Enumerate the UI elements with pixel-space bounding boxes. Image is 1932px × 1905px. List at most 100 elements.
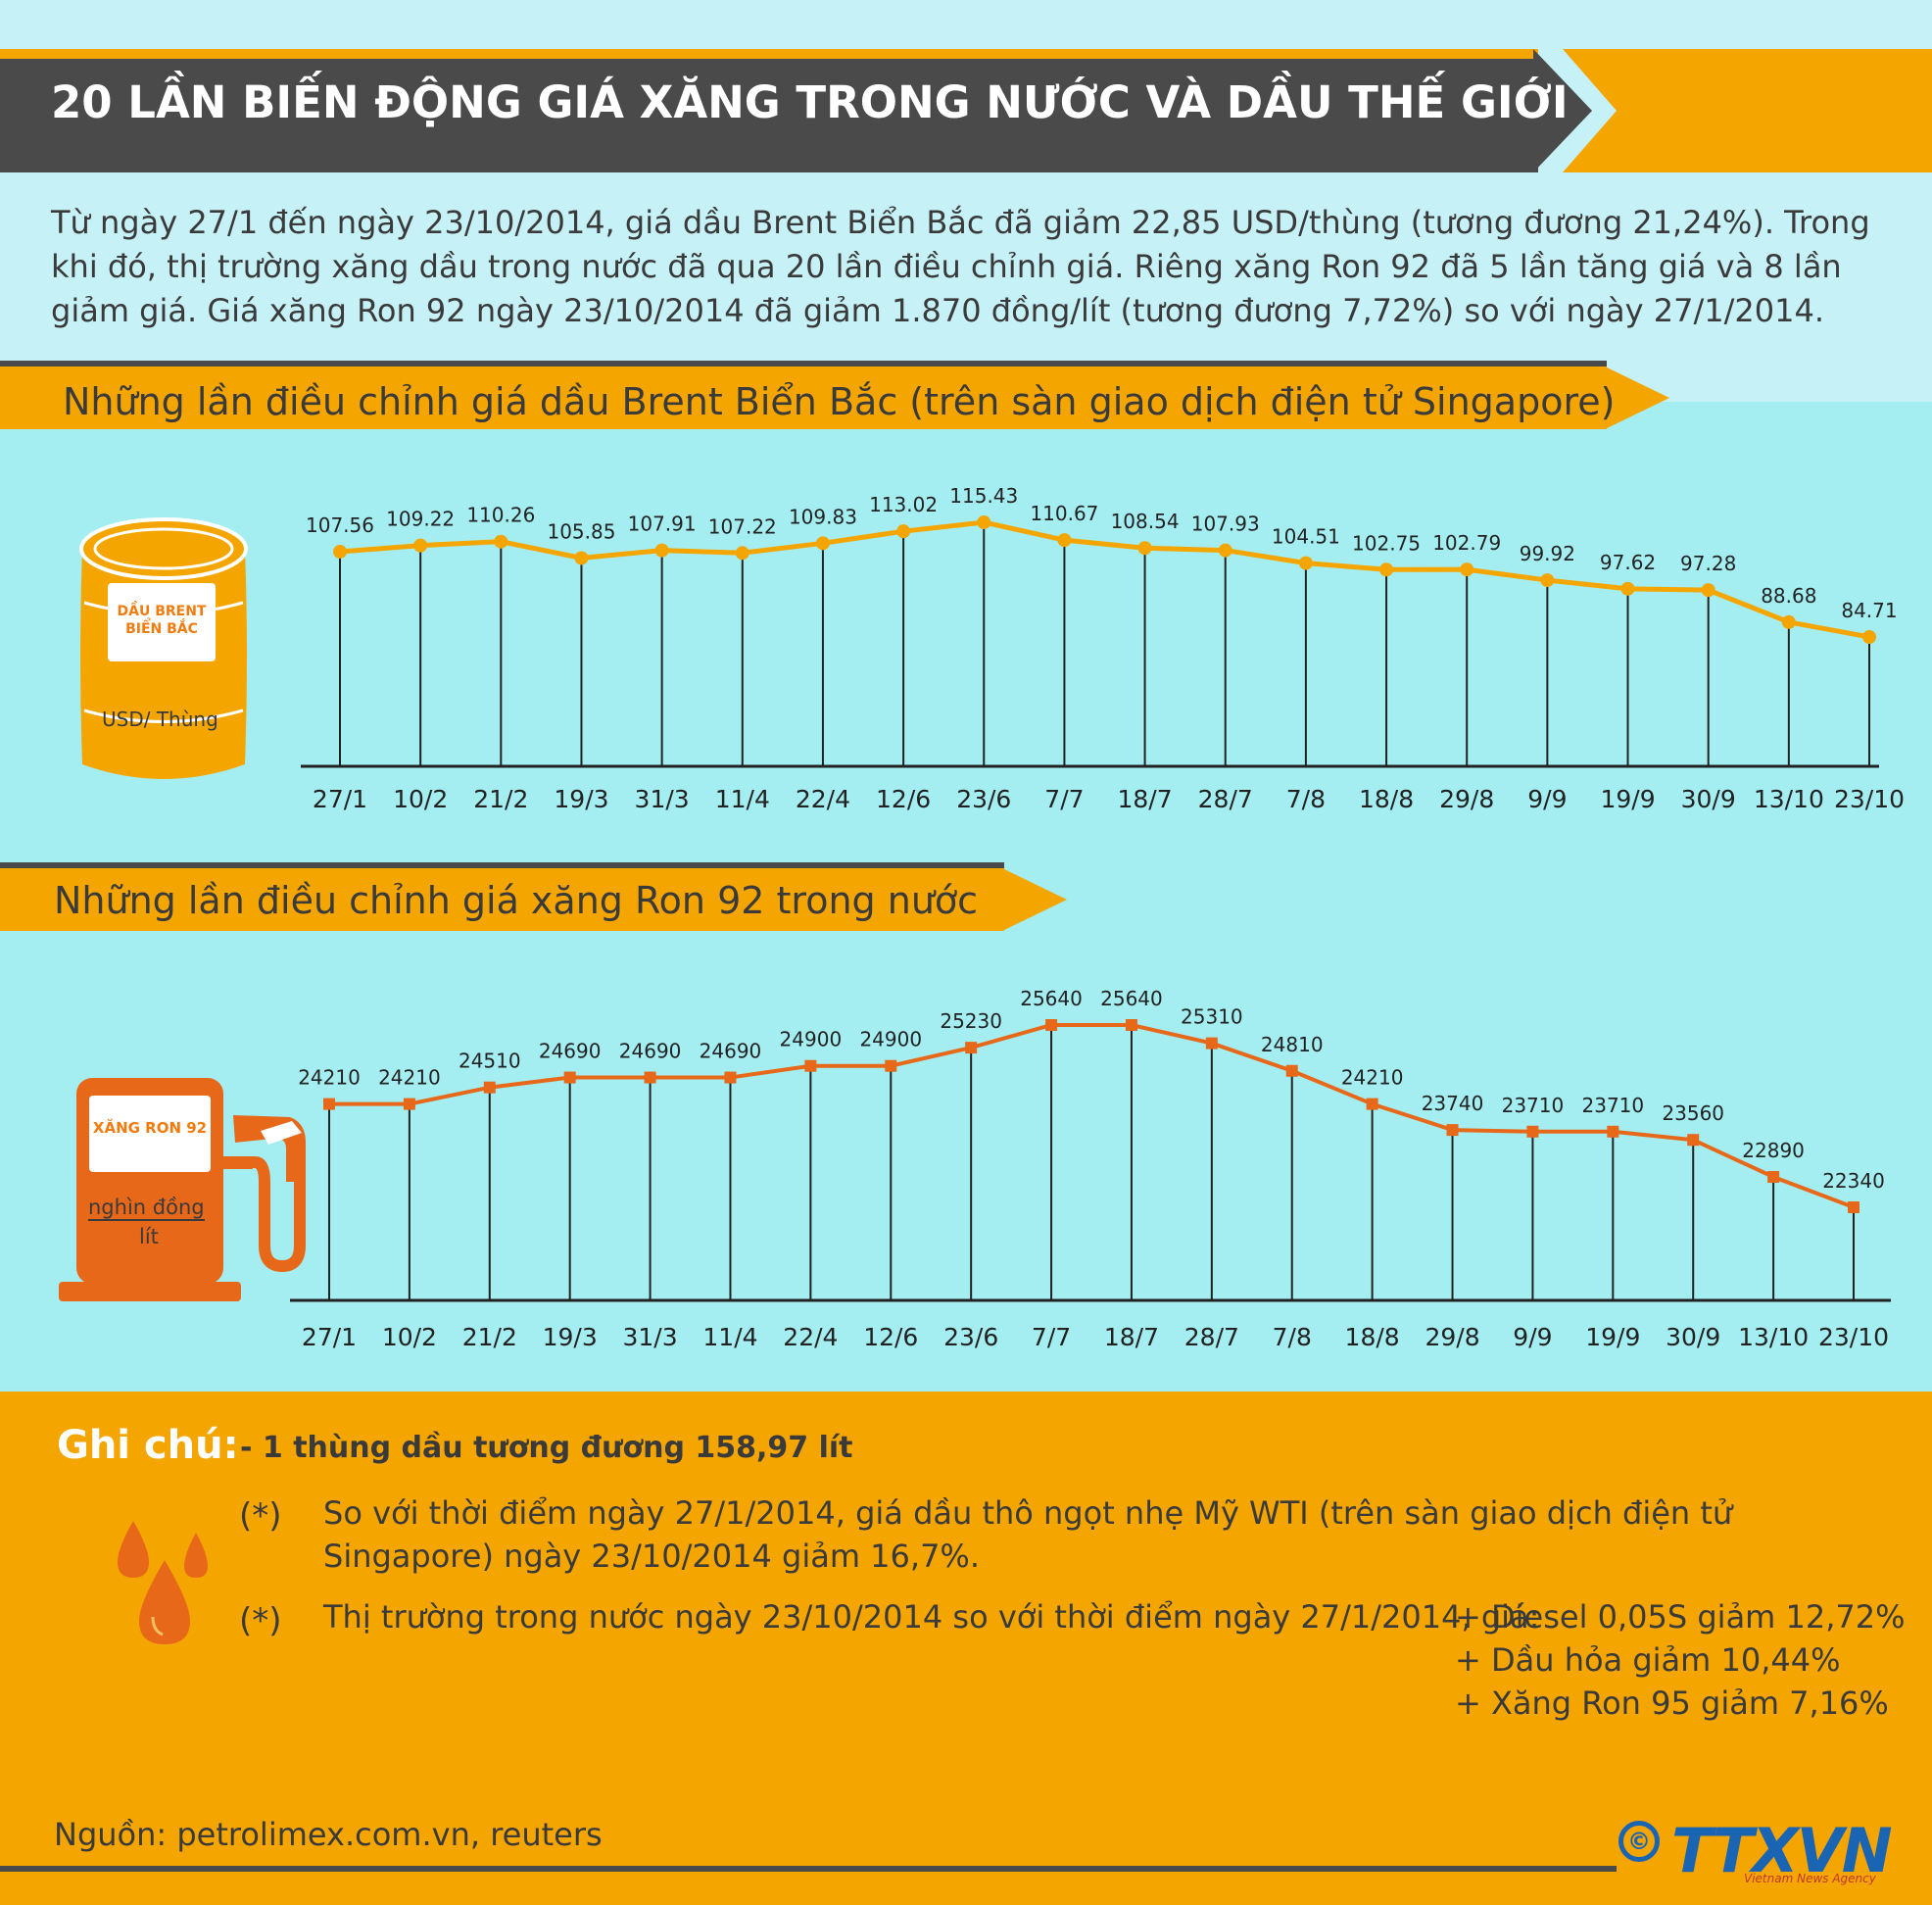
ron92-point	[965, 1042, 978, 1054]
ron92-value-label: 24210	[298, 1066, 361, 1090]
brent-tick-label: 29/8	[1439, 785, 1494, 813]
brent-point	[1137, 541, 1152, 556]
brent-value-label: 84.71	[1841, 599, 1897, 622]
brent-tick-label: 27/1	[313, 785, 367, 813]
brent-point	[1218, 543, 1232, 558]
ron92-point	[1205, 1037, 1218, 1050]
ron92-point	[563, 1071, 576, 1084]
brent-tick-label: 18/8	[1359, 785, 1414, 813]
brent-tick-label: 9/9	[1527, 785, 1567, 813]
page-title: 20 LẦN BIẾN ĐỘNG GIÁ XĂNG TRONG NƯỚC VÀ …	[51, 76, 1569, 128]
ron92-point	[1446, 1124, 1459, 1137]
ron92-value-label: 25640	[1100, 987, 1163, 1010]
brent-series-line	[339, 519, 1870, 640]
brent-value-label: 109.22	[386, 508, 455, 531]
brent-point	[1540, 573, 1555, 588]
ron92-point	[885, 1059, 897, 1072]
ron92-tick-label: 30/9	[1666, 1323, 1720, 1351]
ron92-series-line	[329, 1023, 1855, 1209]
ron92-gasoline-chart: 24210 27/1 24210 10/2 24510 21/2 24690 19/3 2469…	[290, 987, 1891, 1351]
brent-value-label: 109.83	[789, 505, 857, 528]
ron92-tick-label: 27/1	[302, 1323, 357, 1351]
brent-point	[654, 543, 669, 558]
ron92-point	[1366, 1098, 1378, 1110]
title-banner	[0, 49, 1538, 172]
gas-unit-top: nghìn đồng	[88, 1196, 205, 1221]
brent-tick-label: 10/2	[393, 785, 448, 813]
intro-text: Từ ngày 27/1 đến ngày 23/10/2014, giá dầ…	[51, 204, 1870, 329]
brent-value-label: 107.91	[628, 513, 697, 536]
note2-item-ron95: + Xăng Ron 95 giảm 7,16%	[1455, 1685, 1889, 1722]
brent-point	[1298, 556, 1313, 570]
brent-value-label: 108.54	[1111, 510, 1180, 533]
brent-value-label: 104.51	[1272, 525, 1340, 549]
ron92-point	[804, 1059, 817, 1072]
brent-point	[1460, 562, 1474, 577]
gas-pump-label: XĂNG RON 92	[89, 1096, 211, 1172]
brent-tick-label: 7/8	[1286, 785, 1326, 813]
ron92-point	[1125, 1019, 1137, 1031]
note2-item-diesel: + Diesel 0,05S giảm 12,72%	[1455, 1598, 1906, 1636]
ron92-value-label: 24810	[1261, 1033, 1324, 1056]
ron92-value-label: 25640	[1020, 987, 1083, 1010]
brent-tick-label: 7/7	[1044, 785, 1084, 813]
ron92-tick-label: 18/8	[1345, 1323, 1400, 1351]
ron92-tick-label: 11/4	[702, 1323, 757, 1351]
ron92-tick-label: 19/9	[1585, 1323, 1640, 1351]
section2-banner-arrow	[1002, 868, 1067, 931]
brent-value-label: 102.75	[1352, 531, 1421, 555]
brent-value-label: 102.79	[1432, 531, 1501, 555]
ron92-point	[483, 1081, 496, 1094]
brent-oil-chart: 107.56 27/1 109.22 10/2 110.26 21/2 105.85 19/3…	[301, 484, 1905, 813]
brent-point	[1620, 581, 1635, 596]
note1-marker: (*)	[239, 1496, 282, 1536]
brent-tick-label: 22/4	[796, 785, 850, 813]
ron92-tick-label: 22/4	[783, 1323, 838, 1351]
ron92-tick-label: 19/3	[543, 1323, 598, 1351]
brent-point	[413, 538, 428, 553]
ron92-value-label: 24210	[1341, 1066, 1404, 1090]
brent-tick-label: 12/6	[876, 785, 931, 813]
ron92-point	[1526, 1125, 1539, 1138]
ron92-value-label: 22340	[1822, 1169, 1885, 1193]
brent-point	[1862, 630, 1876, 644]
oil-barrel-label: DẦU BRENT BIỂN BẮC	[108, 583, 216, 661]
gas-unit-bottom: lít	[139, 1225, 159, 1248]
ron92-value-label: 24900	[859, 1028, 922, 1051]
ttxvn-logo-subtitle: Vietnam News Agency	[1744, 1872, 1876, 1885]
brent-tick-label: 21/2	[473, 785, 528, 813]
ron92-tick-label: 13/10	[1738, 1323, 1809, 1351]
brent-value-label: 97.62	[1600, 551, 1656, 574]
ron92-value-label: 25230	[940, 1009, 1002, 1033]
brent-value-label: 107.56	[306, 513, 374, 537]
source-text: Nguồn: petrolimex.com.vn, reuters	[54, 1816, 603, 1853]
ron92-point	[403, 1098, 415, 1110]
ron92-value-label: 24210	[378, 1066, 441, 1090]
brent-point	[494, 534, 508, 549]
notes-heading: Ghi chú:	[57, 1423, 239, 1468]
ron92-value-label: 24900	[780, 1028, 843, 1051]
section1-banner-arrow	[1605, 366, 1669, 429]
brent-tick-label: 18/7	[1118, 785, 1173, 813]
ron92-tick-label: 10/2	[382, 1323, 437, 1351]
brent-tick-label: 19/3	[554, 785, 608, 813]
ron92-value-label: 24690	[539, 1040, 602, 1063]
ron92-point	[1607, 1125, 1619, 1138]
ron92-point	[1687, 1134, 1700, 1147]
note2-item-kerosene: + Dầu hỏa giảm 10,44%	[1455, 1641, 1841, 1679]
brent-point	[1057, 533, 1072, 548]
section1-heading: Những lần điều chỉnh giá dầu Brent Biển …	[63, 380, 1616, 423]
brent-tick-label: 11/4	[715, 785, 770, 813]
oil-drops-icon	[118, 1521, 208, 1644]
ron92-point	[1045, 1019, 1058, 1031]
brent-tick-label: 13/10	[1754, 785, 1824, 813]
notes-barrel-conversion: - 1 thùng dầu tương đương 158,97 lít	[240, 1431, 853, 1465]
ron92-tick-label: 21/2	[462, 1323, 517, 1351]
ron92-value-label: 23710	[1502, 1094, 1565, 1117]
brent-point	[1379, 562, 1394, 577]
ron92-point	[1767, 1171, 1780, 1183]
notes-panel	[0, 1392, 1932, 1905]
ron92-point	[323, 1098, 335, 1110]
note1-text: So với thời điểm ngày 27/1/2014, giá dầu…	[323, 1494, 1733, 1575]
ron92-tick-label: 23/6	[943, 1323, 998, 1351]
